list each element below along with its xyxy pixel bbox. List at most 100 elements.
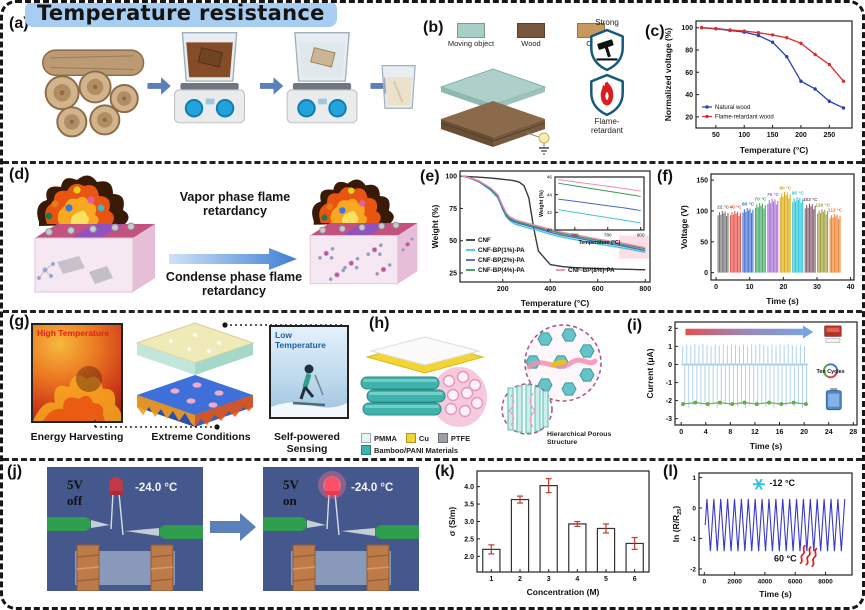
axes: 0 2000 4000 6000 8000 -2 -1 0 1 Time (s) ln (R/R25… <box>671 472 853 599</box>
svg-text:24: 24 <box>825 429 833 436</box>
svg-text:2.5: 2.5 <box>464 536 474 543</box>
svg-text:Flame-retardant wood: Flame-retardant wood <box>715 115 774 121</box>
panel-b: (b) Moving object Wood Cu <box>421 13 643 161</box>
svg-text:44: 44 <box>547 192 553 197</box>
transition-arrow-icon <box>210 513 256 541</box>
svg-text:250: 250 <box>823 132 835 139</box>
svg-text:6: 6 <box>633 576 637 583</box>
row-1: (a) <box>3 13 862 164</box>
panel-label-k: (k) <box>435 463 455 480</box>
photo-led-on: 5V on -24.0 °C <box>263 467 419 591</box>
panel-l: (l) 0 2000 4000 6000 8000 -2 -1 0 1 Time (s) ln (R… <box>661 461 859 601</box>
svg-text:4: 4 <box>575 576 579 583</box>
strong-shield-icon <box>590 29 624 72</box>
wood-swatch <box>517 23 545 38</box>
figure-title: Temperature resistance <box>25 3 337 27</box>
svg-text:40: 40 <box>547 228 553 233</box>
flame-retardant-shield-icon <box>590 74 624 117</box>
chart-tga-weight: 200 400 600 800 25 50 75 100 Temperature (°C) Wei… <box>430 170 651 308</box>
svg-text:60 °C: 60 °C <box>742 201 755 207</box>
property-badges: Strong Flame-retardant <box>579 18 635 135</box>
cold-temperature-label: -12 °C <box>769 478 795 488</box>
copper-tape <box>150 544 174 591</box>
svg-text:Current (μA): Current (μA) <box>645 348 655 398</box>
svg-text:112 °C: 112 °C <box>828 208 843 214</box>
state-label: on <box>283 493 298 508</box>
svg-text:10: 10 <box>746 284 754 291</box>
svg-text:1: 1 <box>692 475 696 482</box>
cu-swatch <box>405 433 416 443</box>
svg-text:60: 60 <box>685 70 693 77</box>
svg-text:Voltage (V): Voltage (V) <box>679 205 689 249</box>
ptfe-swatch <box>437 433 448 443</box>
legend-label: Wood <box>521 39 541 48</box>
process-arrow-icon <box>259 77 284 95</box>
svg-text:4.0: 4.0 <box>464 484 474 491</box>
svg-text:80: 80 <box>685 47 693 54</box>
probe-clip <box>341 525 419 539</box>
svg-text:100: 100 <box>445 174 457 181</box>
bar <box>568 523 587 573</box>
svg-text:3.5: 3.5 <box>464 502 474 509</box>
additive-particles <box>321 187 366 221</box>
probe-clip <box>125 525 203 539</box>
svg-text:12: 12 <box>751 429 759 436</box>
legend-label: PMMA <box>374 433 397 443</box>
svg-text:150: 150 <box>767 132 779 139</box>
panel-label-f: (f) <box>657 168 673 185</box>
flames-graphic <box>33 366 121 421</box>
material-block <box>34 222 155 293</box>
panel-label-b: (b) <box>423 19 444 36</box>
moving-object-swatch <box>457 23 485 38</box>
bar <box>510 498 530 573</box>
svg-text:σ (S/m): σ (S/m) <box>447 507 457 537</box>
svg-text:Time (s): Time (s) <box>750 441 783 451</box>
hotplate-beaker-clear <box>286 31 358 124</box>
svg-text:16: 16 <box>776 429 784 436</box>
chart-conductivity-bars: 2.0 2.5 3.0 3.5 4.0 Concentration (M) σ (S/m) 1… <box>447 470 650 597</box>
svg-text:50: 50 <box>712 132 720 139</box>
svg-text:CNF-BP(2%)-PA: CNF-BP(2%)-PA <box>478 257 525 264</box>
svg-text:100: 100 <box>681 25 693 32</box>
svg-text:1: 1 <box>489 576 493 583</box>
porous-cross-sections <box>442 370 484 418</box>
svg-text:800: 800 <box>637 233 645 238</box>
probe-clip <box>47 517 110 531</box>
caption-self-powered-sensing: Self-powered Sensing <box>274 431 340 455</box>
bar <box>539 485 558 573</box>
wood-logs <box>42 49 145 138</box>
ten-cycles-label: Ten Cycles <box>817 369 845 375</box>
panel-label-d: (d) <box>9 166 30 183</box>
svg-text:Temperature (°C): Temperature (°C) <box>521 298 590 308</box>
svg-text:2.0: 2.0 <box>464 554 474 561</box>
svg-text:Temperature (°C): Temperature (°C) <box>579 240 621 246</box>
svg-text:0: 0 <box>714 284 718 291</box>
svg-text:-2: -2 <box>690 566 696 573</box>
panel-label-i: (i) <box>627 317 643 334</box>
structure-insets <box>501 324 602 435</box>
svg-text:CNF-BP(1%)-PA: CNF-BP(1%)-PA <box>478 247 525 254</box>
svg-text:780: 780 <box>604 233 612 238</box>
svg-text:76 °C: 76 °C <box>767 192 780 198</box>
svg-text:760: 760 <box>571 233 579 238</box>
vapor-phase-text: Vapor phase flame retardancy <box>179 190 291 219</box>
panel-label-h: (h) <box>369 315 390 332</box>
photo-led-off: 5V off -24.0 °C <box>47 467 203 591</box>
additive-particles <box>45 186 105 220</box>
chart-voltage-vs-time: 0 10 20 30 40 0 50 100 150 Time (s) Voltage (V) 22 … <box>679 173 855 306</box>
skier-graphic <box>271 364 347 417</box>
flame-retardant-label: Flame-retardant <box>590 117 624 135</box>
svg-text:0: 0 <box>692 505 696 512</box>
chart-normalized-voltage: 50 100 150 200 250 20 40 60 80 100 Temperature (°C… <box>663 20 853 155</box>
svg-text:110 °C: 110 °C <box>815 203 830 209</box>
svg-text:Concentration (M): Concentration (M) <box>527 587 600 597</box>
svg-text:70 °C: 70 °C <box>754 196 767 202</box>
bar <box>596 527 616 573</box>
legend-item: Moving object <box>445 23 497 48</box>
svg-text:0: 0 <box>679 429 683 436</box>
svg-text:600: 600 <box>592 286 604 293</box>
hierarchical-porous-callout: Hierarchical Porous Structure <box>547 431 612 446</box>
copper-tape <box>366 544 390 591</box>
